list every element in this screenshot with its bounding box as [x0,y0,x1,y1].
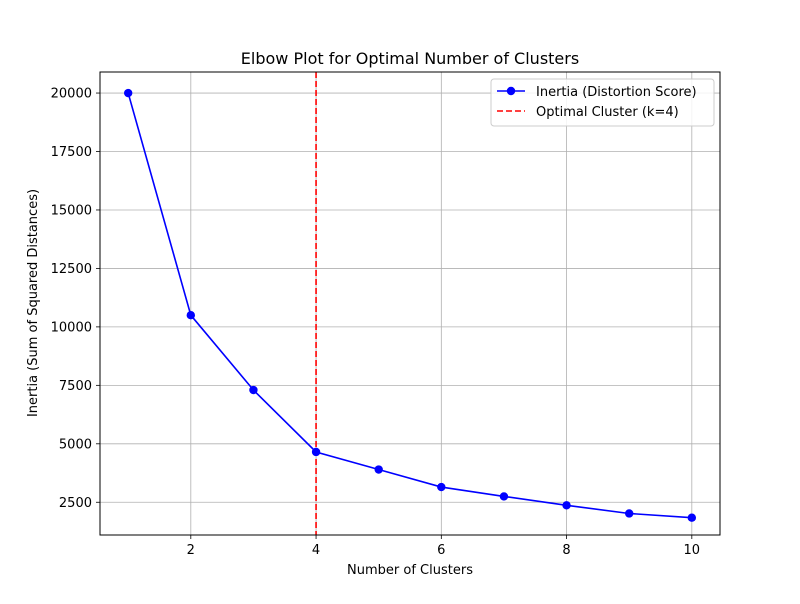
x-tick-label: 4 [312,543,320,558]
y-tick-label: 12500 [51,262,92,277]
data-point [311,447,321,457]
x-axis-label: Number of Clusters [347,563,473,578]
plot-area-frame [99,71,721,536]
data-point [624,509,634,518]
data-point [687,513,697,522]
y-tick-label: 2500 [59,496,92,511]
axis-ticks: 2 4 6 8 10 2500 5000 7500 10000 12500 15000 17500 20… [51,87,700,558]
y-tick-label: 20000 [51,87,92,102]
legend-label-inertia: Inertia (Distortion Score) [536,85,697,100]
y-tick-label: 10000 [51,320,92,335]
chart-title: Elbow Plot for Optimal Number of Cluster… [241,49,579,68]
grid-lines [100,72,720,535]
y-tick-label: 5000 [59,437,92,452]
data-point [437,482,446,492]
y-tick-label: 17500 [51,145,92,160]
x-tick-label: 10 [684,543,701,558]
series-layer [123,88,697,522]
series-line-inertia [127,92,692,519]
legend-box [490,78,715,127]
x-tick-label: 8 [562,543,570,558]
y-tick-label: 15000 [51,203,92,218]
y-tick-label: 7500 [59,379,92,394]
data-point [562,501,571,510]
data-point [123,88,133,98]
data-point [374,465,383,474]
x-tick-label: 2 [187,543,195,558]
legend-label-optimal: Optimal Cluster (k=4) [536,105,679,120]
data-point [499,492,509,501]
legend-marker-inertia [506,86,516,96]
data-point [249,385,258,395]
legend: Inertia (Distortion Score) Optimal Clust… [490,78,715,127]
x-tick-label: 6 [437,543,445,558]
data-point [186,310,196,320]
y-axis-label: Inertia (Sum of Squared Distances) [26,189,41,417]
